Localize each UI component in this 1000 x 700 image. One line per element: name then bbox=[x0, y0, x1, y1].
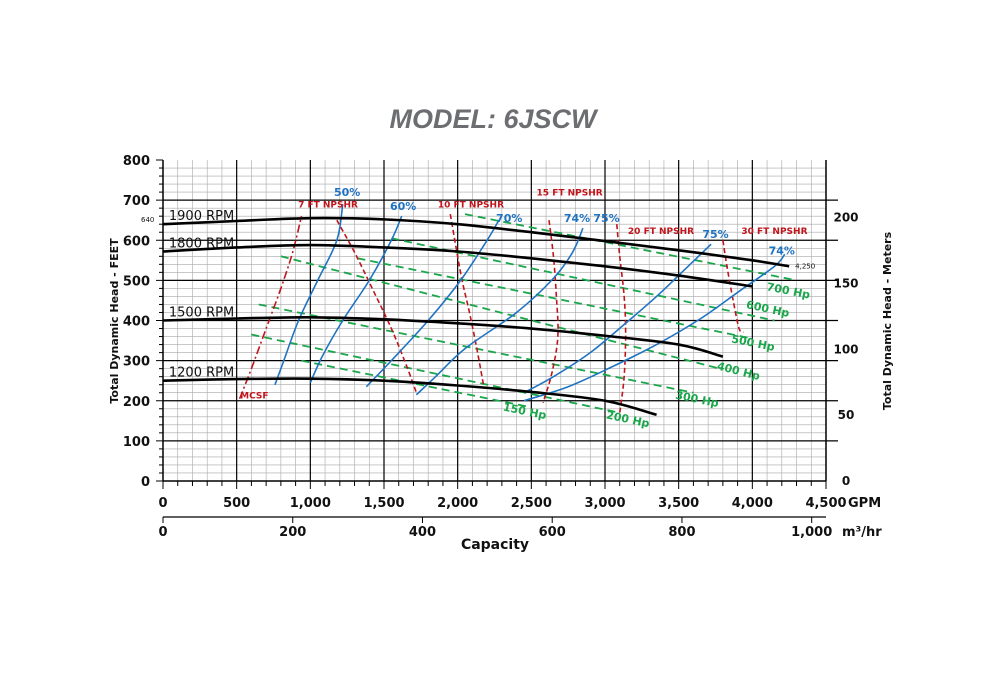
rpm-label: 1200 RPM bbox=[169, 366, 234, 381]
efficiency-curve bbox=[365, 219, 500, 388]
horsepower-line bbox=[357, 257, 753, 340]
x-tick-label: 1,500 bbox=[363, 496, 404, 511]
efficiency-label: 50% bbox=[334, 186, 360, 199]
horsepower-label: 300 Hp bbox=[674, 389, 720, 411]
horsepower-lines bbox=[251, 213, 797, 414]
y-tick-label: 800 bbox=[123, 154, 150, 169]
horsepower-label: 500 Hp bbox=[730, 332, 776, 354]
x-tick-label: 2,000 bbox=[437, 496, 478, 511]
efficiency-curve bbox=[309, 215, 403, 384]
value-annotation: 640 bbox=[141, 216, 154, 224]
y2-tick-label: 0 bbox=[842, 474, 850, 488]
value-annotation: 4,250 bbox=[795, 262, 815, 270]
horsepower-line bbox=[464, 213, 797, 282]
y-tick-label: 300 bbox=[123, 355, 150, 370]
x2-tick-label: 200 bbox=[279, 525, 306, 540]
npshr-label: 30 FT NPSHR bbox=[741, 227, 807, 237]
npshr-label: MCSF bbox=[240, 392, 268, 402]
npshr-curve bbox=[542, 220, 559, 403]
y2-tick-label: 100 bbox=[833, 342, 858, 356]
x-tick-label: 4,000 bbox=[732, 496, 773, 511]
y-axis-label: Total Dynamic Head - FEET bbox=[108, 238, 121, 404]
x-tick-label: 1,000 bbox=[290, 496, 331, 511]
horsepower-label: 700 Hp bbox=[766, 280, 812, 301]
npshr-label: 20 FT NPSHR bbox=[628, 227, 694, 237]
x2-tick-label: 800 bbox=[668, 525, 695, 540]
rpm-label: 1900 RPM bbox=[169, 209, 234, 224]
y2-axis-label: Total Dynamic Head - Meters bbox=[881, 231, 894, 410]
x-tick-label: 3,500 bbox=[658, 496, 699, 511]
y-tick-label: 400 bbox=[123, 315, 150, 330]
npshr-curves bbox=[238, 214, 745, 413]
y-tick-label: 0 bbox=[141, 475, 150, 490]
npshr-label: 10 FT NPSHR bbox=[438, 200, 504, 210]
efficiency-curve bbox=[523, 243, 712, 394]
npshr-label: 7 FT NPSHR bbox=[298, 200, 358, 210]
npshr-curve bbox=[336, 219, 418, 394]
x-axis-label: Capacity bbox=[461, 537, 529, 553]
y2-tick-label: 200 bbox=[833, 211, 858, 225]
y-tick-label: 200 bbox=[123, 395, 150, 410]
x-tick-label: 4,500 bbox=[805, 496, 846, 511]
y-tick-label: 500 bbox=[123, 274, 150, 289]
horsepower-label: 400 Hp bbox=[716, 360, 762, 384]
x2-tick-label: 400 bbox=[409, 525, 436, 540]
efficiency-curve bbox=[274, 204, 344, 385]
efficiency-curve bbox=[523, 253, 786, 402]
x2-tick-label: 1,000 bbox=[791, 525, 832, 540]
x-tick-label: 3,000 bbox=[584, 496, 625, 511]
efficiency-label: 75% bbox=[593, 212, 619, 225]
efficiency-label: 60% bbox=[390, 200, 416, 213]
npshr-curve bbox=[615, 224, 627, 413]
head-curves bbox=[162, 216, 790, 417]
x-tick-label: 0 bbox=[158, 496, 167, 511]
efficiency-curve bbox=[415, 227, 584, 396]
x2-tick-label: 0 bbox=[158, 525, 167, 540]
x-tick-label: 500 bbox=[223, 496, 250, 511]
efficiency-label: 75% bbox=[702, 228, 728, 241]
x2-tick-label: 600 bbox=[539, 525, 566, 540]
head-curve bbox=[162, 243, 753, 288]
x-tick-label: 2,500 bbox=[511, 496, 552, 511]
rpm-label: 1500 RPM bbox=[169, 306, 234, 321]
y-tick-label: 100 bbox=[123, 435, 150, 450]
x2-unit-label: m³/hr bbox=[842, 525, 882, 540]
horsepower-label: 150 Hp bbox=[502, 401, 548, 423]
head-curve bbox=[162, 216, 790, 268]
head-curve bbox=[162, 377, 657, 417]
head-curve bbox=[162, 315, 724, 358]
npshr-curve bbox=[238, 215, 303, 400]
efficiency-label: 74% bbox=[769, 244, 795, 257]
axes: 0 500 1,000 1,500 2,000 2,500 3,000 3,500 4,000 4… bbox=[123, 154, 859, 540]
y-tick-label: 700 bbox=[123, 194, 150, 209]
y2-tick-label: 50 bbox=[838, 408, 855, 422]
efficiency-label: 74% bbox=[564, 212, 590, 225]
npshr-curve bbox=[722, 240, 745, 334]
major-gridlines bbox=[163, 160, 838, 481]
efficiency-label: 70% bbox=[496, 212, 522, 225]
x-unit-label: GPM bbox=[848, 496, 881, 511]
rpm-label: 1800 RPM bbox=[169, 236, 234, 251]
y2-tick-label: 150 bbox=[833, 277, 858, 291]
efficiency-curves bbox=[274, 204, 786, 402]
chart-title: MODEL: 6JSCW bbox=[389, 104, 599, 134]
horsepower-line bbox=[251, 333, 620, 414]
y-tick-label: 600 bbox=[123, 234, 150, 249]
npshr-curve bbox=[449, 214, 485, 389]
npshr-label: 15 FT NPSHR bbox=[537, 188, 603, 198]
